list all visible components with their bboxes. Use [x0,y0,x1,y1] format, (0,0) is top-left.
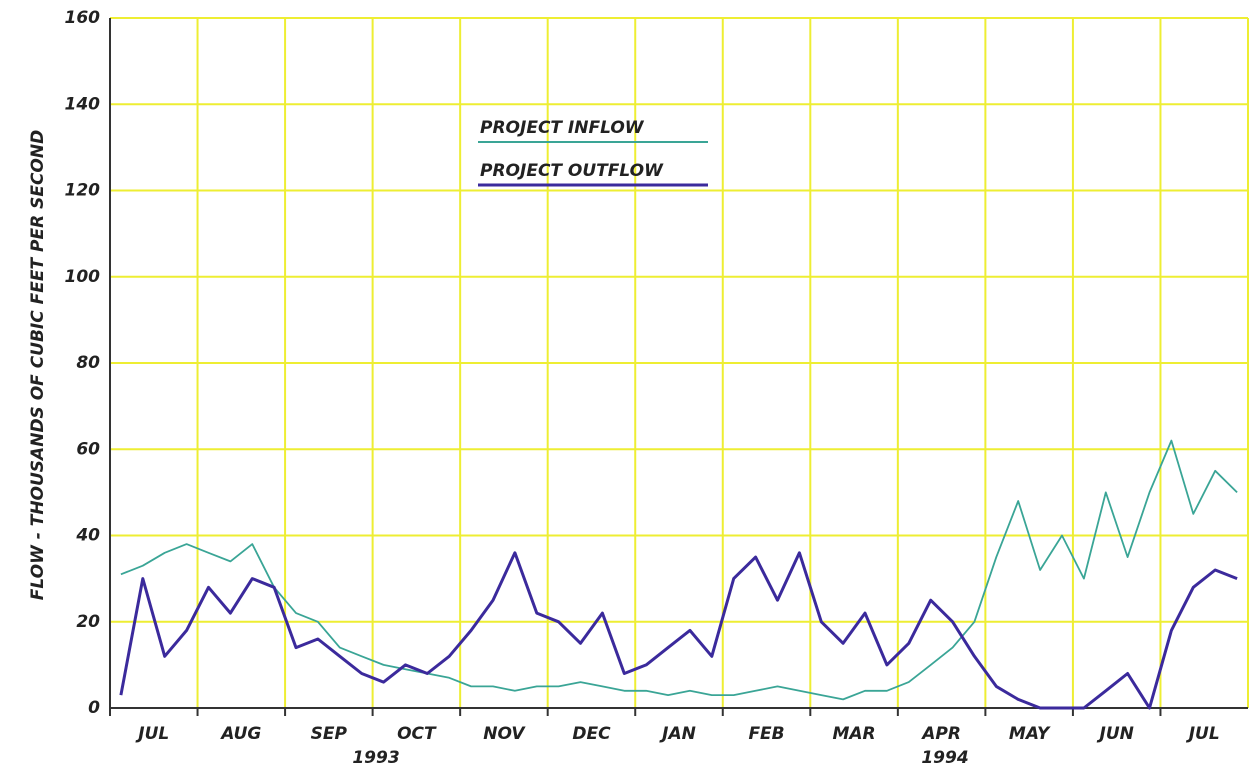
x-tick-label: JUL [135,724,169,744]
x-tick-label: DEC [572,724,611,744]
y-tick-label: 140 [65,94,101,114]
x-tick-label: MAY [1009,724,1051,744]
x-tick-label: JAN [659,724,696,744]
x-tick-label: SEP [311,724,348,744]
y-tick-label: 20 [76,612,100,632]
y-tick-label: 100 [65,267,101,287]
y-tick-label: 80 [76,353,100,373]
x-tick-label: FEB [748,724,784,744]
series-line [119,551,1238,710]
y-tick-label: 120 [65,181,101,201]
x-tick-label: OCT [397,724,437,744]
x-tick-label: AUG [219,724,261,744]
y-tick-label: 0 [88,698,100,718]
y-tick-label: 60 [76,439,100,459]
x-tick-label: NOV [483,724,526,744]
legend-label: PROJECT OUTFLOW [480,161,664,181]
x-tick-label: APR [920,724,961,744]
y-axis-label: FLOW - THOUSANDS OF CUBIC FEET PER SECON… [28,130,48,600]
y-tick-label: 40 [75,526,100,546]
year-label: 1993 [352,748,399,768]
year-label: 1994 [921,748,968,768]
x-tick-label: JUL [1186,724,1220,744]
y-tick-label: 160 [65,8,101,28]
legend-label: PROJECT INFLOW [480,118,645,138]
series-line [120,439,1238,701]
x-tick-label: MAR [832,724,875,744]
x-tick-label: JUN [1097,724,1134,744]
